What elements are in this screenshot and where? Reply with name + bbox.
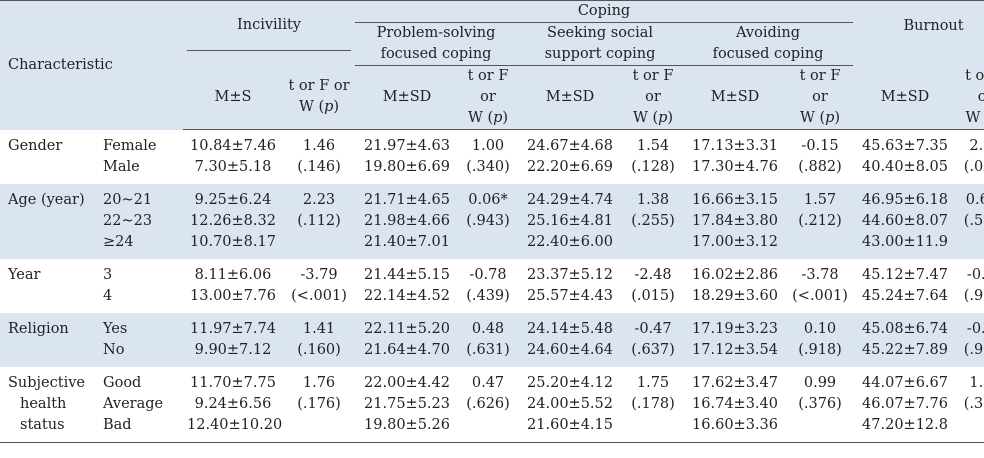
afc-msd-cell: 17.62±3.47 16.74±3.40 16.60±3.36 — [683, 367, 788, 444]
table-row: Age (year) 20~21 22~23 ≥24 9.25±6.24 12.26±8.… — [0, 184, 984, 260]
burnout-msd-cell: 45.12±7.47 45.24±7.64 — [862, 267, 948, 305]
sss-msd-cell: 25.20±4.12 24.00±5.52 21.60±4.15 — [517, 367, 624, 444]
incivility-msd-cell: 9.25±6.24 12.26±8.32 10.70±8.17 — [183, 184, 283, 260]
psc-stat-cell: 0.48 (.631) — [459, 313, 518, 368]
burnout-msd-cell: 44.07±6.67 46.07±7.76 47.20±12.8 — [853, 367, 958, 444]
afc-stat-cell: 0.99 (.376) — [787, 367, 854, 444]
table-row: Gender Female Male 10.84±7.46 7.30±5.18 1.46(… — [0, 130, 984, 185]
sss-msd-cell: 24.29±4.74 25.16±4.81 22.40±6.00 — [517, 184, 624, 260]
incivility-msd-cell: 10.84±7.46 7.30±5.18 — [190, 138, 276, 176]
incivility-stat-cell: 1.76 (.176) — [283, 367, 356, 444]
sss-msd-cell: 24.14±5.48 24.60±4.64 — [517, 313, 624, 368]
psc-stat-cell: -0.78 (.439) — [466, 267, 510, 305]
afc-msd-cell: 17.19±3.23 17.12±3.54 — [683, 313, 788, 368]
sss-stat-cell: 1.38 (.255) — [623, 184, 684, 260]
category-cell: 20~21 22~23 ≥24 — [95, 184, 183, 260]
coping-header: Coping — [355, 0, 854, 24]
group-name-cell: Year — [8, 267, 41, 284]
group-name-cell: Age (year) — [0, 184, 95, 260]
burnout-stat-cell: 1.18(.312) — [957, 367, 984, 444]
burnout-stat-cell: 0.65*(.533) — [957, 184, 984, 260]
burnout-stat-cell: -0.09(.930) — [963, 267, 984, 305]
burnout-stat-header: t or F orW (p) — [957, 65, 984, 131]
burnout-stat-cell: -0.09(.927) — [957, 313, 984, 368]
sss-msd-cell: 24.67±4.68 22.20±6.69 — [527, 138, 613, 176]
results-table: Characteristic Incivility Coping Burnout… — [0, 0, 984, 444]
category-cell: Good Average Bad — [95, 367, 183, 444]
table-body: Gender Female Male 10.84±7.46 7.30±5.18 1.46(… — [0, 130, 984, 444]
psc-stat-cell: 1.00 (.340) — [466, 138, 510, 176]
psc-msd-cell: 22.11±5.20 21.64±4.70 — [355, 313, 460, 368]
burnout-msd-header: M±SD — [853, 65, 958, 131]
psc-msd-cell: 21.44±5.15 22.14±4.52 — [364, 267, 450, 305]
category-cell: Female Male — [103, 137, 157, 175]
incivility-msd-cell: 11.70±7.75 9.24±6.56 12.40±10.20 — [183, 367, 283, 444]
afc-msd-cell: 17.13±3.31 17.30±4.76 — [692, 138, 778, 176]
characteristic-header: Characteristic — [0, 0, 183, 130]
incivility-msd-cell: 11.97±7.74 9.90±7.12 — [183, 313, 283, 368]
afc-stat-cell: -0.15 (.882) — [798, 138, 842, 176]
psc-stat-cell: 0.47 (.626) — [459, 367, 518, 444]
psc-stat-header: t or F or W (p) — [459, 65, 518, 131]
table-row: Year 3 4 8.11±6.06 13.00±7.76 -3.79 (<.001) 21.… — [0, 259, 984, 313]
sss-stat-cell: -2.48 (.015) — [631, 267, 675, 305]
afc-stat-cell: 1.57 (.212) — [787, 184, 854, 260]
sss-stat-cell: -0.47 (.637) — [623, 313, 684, 368]
burnout-header: Burnout — [903, 17, 964, 34]
psc-stat-cell: 0.06* (.943) — [459, 184, 518, 260]
group-name-cell: Religion — [0, 313, 95, 368]
incivility-stat-header: t or F or W (p) — [283, 65, 356, 131]
table-row: Subjective health status Good Average Bad 11.7… — [0, 367, 984, 444]
sss-msd-cell: 23.37±5.12 25.57±4.43 — [527, 267, 613, 305]
burnout-msd-cell: 46.95±6.18 44.60±8.07 43.00±11.9 — [853, 184, 958, 260]
sss-stat-header: t or F or W (p) — [623, 65, 684, 131]
category-cell: Yes No — [95, 313, 183, 368]
afc-msd-cell: 16.02±2.86 18.29±3.60 — [692, 267, 778, 305]
psc-msd-header: M±SD — [355, 65, 460, 131]
table-row: Religion Yes No 11.97±7.74 9.90±7.12 1.41 (.16… — [0, 313, 984, 368]
table-header: Characteristic Incivility Coping Burnout… — [0, 0, 984, 131]
psc-msd-cell: 21.71±4.65 21.98±4.66 21.40±7.01 — [355, 184, 460, 260]
problem-solving-header: Problem-solving focused coping — [355, 22, 518, 67]
sss-stat-cell: 1.54 (.128) — [631, 138, 675, 176]
burnout-msd-cell: 45.08±6.74 45.22±7.89 — [853, 313, 958, 368]
afc-stat-header: t or F or W (p) — [787, 65, 854, 131]
incivility-msd-header: M±S — [183, 65, 283, 131]
incivility-header: Incivility — [187, 15, 352, 52]
incivility-msd-cell: 8.11±6.06 13.00±7.76 — [190, 267, 276, 305]
incivility-stat-cell: 1.41 (.160) — [283, 313, 356, 368]
psc-msd-cell: 21.97±4.63 19.80±6.69 — [364, 138, 450, 176]
afc-stat-cell: -3.78 (<.001) — [792, 267, 848, 305]
sss-msd-header: M±SD — [517, 65, 624, 131]
burnout-msd-cell: 45.63±7.35 40.40±8.05 — [862, 138, 948, 176]
incivility-stat-cell: 1.46 (.146) — [297, 138, 341, 176]
avoiding-header: Avoiding focused coping — [683, 22, 854, 67]
incivility-stat-cell: 2.23 (.112) — [283, 184, 356, 260]
group-name-cell: Gender — [8, 137, 63, 154]
incivility-stat-cell: -3.79 (<.001) — [291, 267, 347, 305]
afc-stat-cell: 0.10 (.918) — [787, 313, 854, 368]
psc-msd-cell: 22.00±4.42 21.75±5.23 19.80±5.26 — [355, 367, 460, 444]
seeking-support-header: Seeking social support coping — [517, 22, 684, 67]
afc-msd-header: M±SD — [683, 65, 788, 131]
group-name-cell: Subjective health status — [0, 367, 95, 444]
sss-stat-cell: 1.75 (.178) — [623, 367, 684, 444]
afc-msd-cell: 16.66±3.15 17.84±3.80 17.00±3.12 — [683, 184, 788, 260]
burnout-stat-cell: 2.13(.035) — [963, 138, 984, 176]
